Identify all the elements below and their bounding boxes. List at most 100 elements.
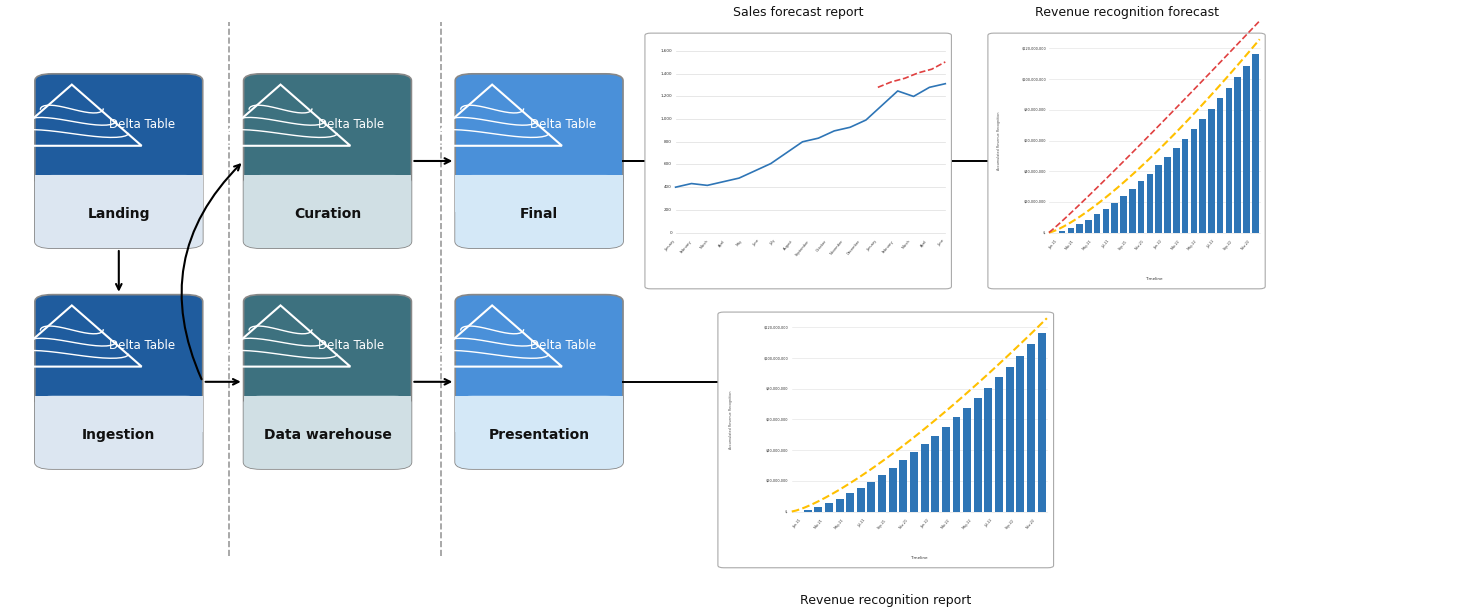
Text: Nov-21: Nov-21 <box>898 518 908 530</box>
Text: Curation: Curation <box>294 207 362 221</box>
Bar <box>889 468 897 511</box>
Bar <box>815 507 822 511</box>
Bar <box>1173 148 1179 233</box>
FancyBboxPatch shape <box>35 295 202 469</box>
Bar <box>1094 215 1100 233</box>
FancyBboxPatch shape <box>645 33 951 289</box>
Text: Delta Table: Delta Table <box>318 118 384 131</box>
Bar <box>847 494 854 511</box>
Bar <box>1235 77 1241 233</box>
Text: Landing: Landing <box>88 207 149 221</box>
Text: $20,000,000: $20,000,000 <box>1024 200 1046 204</box>
Bar <box>825 503 834 511</box>
Text: Mar-22: Mar-22 <box>1171 239 1181 250</box>
Text: Mar-22: Mar-22 <box>941 518 951 530</box>
Text: Nov-22: Nov-22 <box>1026 518 1036 530</box>
Text: $60,000,000: $60,000,000 <box>766 418 788 421</box>
FancyBboxPatch shape <box>35 175 202 248</box>
Text: Mar-21: Mar-21 <box>813 518 823 530</box>
Bar <box>984 388 992 511</box>
Text: Delta Table: Delta Table <box>110 118 176 131</box>
Bar <box>456 175 623 212</box>
Text: $40,000,000: $40,000,000 <box>1024 169 1046 173</box>
Text: Timeline: Timeline <box>1146 277 1163 281</box>
Text: Revenue recognition forecast: Revenue recognition forecast <box>1034 5 1219 19</box>
Bar <box>1165 157 1171 233</box>
Bar <box>1200 119 1206 233</box>
Text: $120,000,000: $120,000,000 <box>763 325 788 330</box>
Text: $100,000,000: $100,000,000 <box>763 356 788 360</box>
Text: Jan-22: Jan-22 <box>920 518 930 529</box>
Bar <box>1147 173 1153 233</box>
Text: Revenue recognition report: Revenue recognition report <box>800 594 971 607</box>
Text: Jan-22: Jan-22 <box>1153 239 1163 250</box>
FancyBboxPatch shape <box>243 175 412 248</box>
Bar <box>867 482 876 511</box>
Bar <box>1005 367 1014 511</box>
Bar <box>1182 139 1188 233</box>
Text: January: January <box>866 239 878 252</box>
Text: Sales forecast report: Sales forecast report <box>732 5 863 19</box>
Text: Delta Table: Delta Table <box>529 339 596 351</box>
Bar <box>1226 88 1232 233</box>
Text: 600: 600 <box>664 162 672 167</box>
Bar <box>1156 165 1162 233</box>
Text: Mar-21: Mar-21 <box>1065 239 1075 250</box>
FancyBboxPatch shape <box>243 74 412 248</box>
Text: Ingestion: Ingestion <box>82 428 155 442</box>
Text: November: November <box>829 239 844 256</box>
Text: February: February <box>680 239 693 254</box>
Bar <box>878 475 886 511</box>
Text: March: March <box>699 239 709 250</box>
Text: January: January <box>664 239 675 252</box>
Text: 1,000: 1,000 <box>661 117 672 121</box>
Text: Nov-21: Nov-21 <box>1135 239 1146 250</box>
Text: May-22: May-22 <box>961 518 973 530</box>
Text: Sep-22: Sep-22 <box>1223 239 1234 250</box>
Bar <box>1017 356 1024 511</box>
Text: Presentation: Presentation <box>488 428 590 442</box>
Text: 1,400: 1,400 <box>661 72 672 76</box>
Text: $100,000,000: $100,000,000 <box>1021 77 1046 81</box>
FancyBboxPatch shape <box>243 295 412 469</box>
Text: Jan-21: Jan-21 <box>793 518 803 529</box>
Bar <box>804 510 812 511</box>
Bar <box>910 452 919 511</box>
Bar <box>1068 228 1074 233</box>
Bar <box>1217 98 1223 233</box>
Bar <box>932 435 939 511</box>
Bar <box>1191 129 1197 233</box>
Text: Accumulated Revenue Recognition: Accumulated Revenue Recognition <box>998 111 1001 170</box>
Text: $60,000,000: $60,000,000 <box>1024 139 1046 142</box>
Bar <box>857 488 864 511</box>
Bar <box>1244 66 1250 233</box>
Text: Sep-22: Sep-22 <box>1005 518 1015 530</box>
FancyBboxPatch shape <box>987 33 1266 289</box>
Text: Sep-21: Sep-21 <box>1118 239 1128 250</box>
Text: 200: 200 <box>664 208 672 212</box>
Text: August: August <box>782 239 794 251</box>
Bar <box>1037 333 1046 511</box>
FancyBboxPatch shape <box>456 295 623 469</box>
Text: February: February <box>882 239 895 254</box>
Text: Jul-22: Jul-22 <box>984 518 993 528</box>
Text: July: July <box>769 239 776 246</box>
Text: May-21: May-21 <box>834 518 845 530</box>
Bar <box>1209 109 1214 233</box>
Bar <box>1253 54 1258 233</box>
Text: $40,000,000: $40,000,000 <box>766 448 788 452</box>
Text: May: May <box>735 239 743 247</box>
FancyBboxPatch shape <box>456 74 623 248</box>
Text: Nov-22: Nov-22 <box>1239 239 1251 250</box>
Bar <box>35 175 202 212</box>
Text: May-22: May-22 <box>1187 239 1198 251</box>
Text: Delta Table: Delta Table <box>529 118 596 131</box>
Text: 0: 0 <box>670 230 672 235</box>
Text: April: April <box>718 239 727 248</box>
Bar <box>1121 196 1127 233</box>
Text: Final: Final <box>520 207 558 221</box>
Text: $80,000,000: $80,000,000 <box>766 387 788 391</box>
FancyBboxPatch shape <box>35 74 202 248</box>
Text: Jan-21: Jan-21 <box>1047 239 1058 250</box>
Text: Accumulated Revenue Recognition: Accumulated Revenue Recognition <box>730 390 734 449</box>
